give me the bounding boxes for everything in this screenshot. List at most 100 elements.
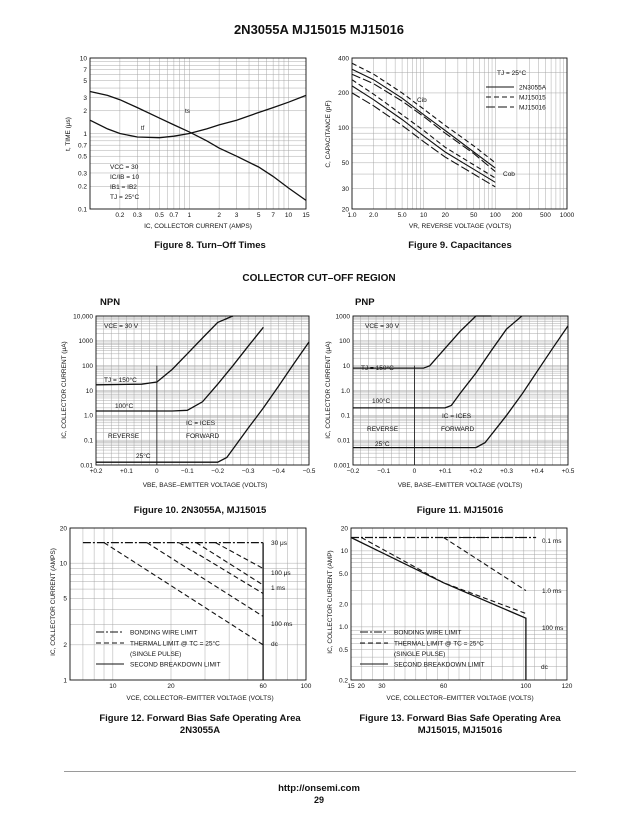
fig11-ices-annotation: IC = ICES — [442, 413, 472, 420]
fig9-xtick-label: 500 — [540, 212, 551, 219]
fig12-thermal-30s-line — [215, 542, 264, 569]
fig11-ytick-label: 0.01 — [337, 437, 350, 444]
fig8-ytick-label: 0.3 — [78, 170, 87, 177]
fig12-x-axis-label: VCE, COLLECTOR–EMITTER VOLTAGE (VOLTS) — [126, 695, 273, 702]
fig12-pulse-label: 100 ms — [271, 621, 293, 628]
fig9-Cob-mj15015-line — [351, 79, 496, 179]
fig8-xtick-label: 0.2 — [115, 212, 124, 219]
fig8-xtick-label: 0.3 — [133, 212, 142, 219]
figure-13-caption-line2: MJ15015, MJ15016 — [417, 725, 503, 736]
fig12-ytick-label: 20 — [60, 525, 68, 532]
fig8-grid — [89, 57, 306, 210]
fig13-pulse-label: 100 ms — [542, 625, 564, 632]
fig13-xtick-label: 15 — [347, 683, 355, 690]
fig13-xtick-label: 20 — [358, 683, 366, 690]
fig10-xtick-label: −0.1 — [181, 468, 194, 475]
fig11-x-axis-label: VBE, BASE–EMITTER VOLTAGE (VOLTS) — [398, 482, 523, 489]
fig13-grid — [350, 527, 568, 681]
fig8-ytick-label: 0.5 — [78, 154, 87, 161]
fig8-xtick-label: 3 — [235, 212, 239, 219]
fig11-xtick-label: +0.4 — [531, 468, 544, 475]
fig13-legend-single-pulse-label: (SINGLE PULSE) — [394, 651, 445, 658]
fig13-ytick-label: 10 — [341, 548, 349, 555]
fig11-ytick-label: 1.0 — [341, 388, 350, 395]
fig9-xtick-label: 1.0 — [347, 212, 356, 219]
figure-12-caption-line2: 2N3055A — [179, 725, 221, 736]
fig9-cib-label: Cib — [417, 97, 427, 104]
fig9-ytick-label: 200 — [338, 90, 349, 97]
page-title: 2N3055A MJ15015 MJ15016 — [233, 22, 405, 37]
fig8-series-ts-line — [89, 90, 307, 201]
fig10-xtick-label: 0 — [155, 468, 159, 475]
footer-rule — [64, 771, 576, 772]
fig12-thermal-1ms-line — [178, 542, 264, 594]
fig13-legend-thermal-label: THERMAL LIMIT @ TC = 25°C — [394, 640, 484, 648]
fig11-grid — [352, 315, 569, 466]
fig9-Cob-2n3055a-line — [351, 85, 496, 183]
fig9-ytick-label: 50 — [342, 160, 350, 167]
fig11-ytick-label: 100 — [339, 338, 350, 345]
fig8-xtick-label: 2 — [217, 212, 221, 219]
fig9-xtick-label: 20 — [442, 212, 450, 219]
fig12-grid — [69, 527, 307, 681]
fig9-legend-label-mj15015: MJ15015 — [519, 95, 546, 102]
fig8-ytick-label: 0.7 — [78, 142, 87, 149]
fig12-pulse-label: 30 μs — [271, 540, 288, 547]
fig9-plot-frame — [351, 57, 568, 210]
fig12-thermal-100ms-line — [146, 542, 264, 617]
figure-11-caption: Figure 11. MJ15016 — [416, 505, 504, 516]
fig8-xtick-label: 7 — [271, 212, 275, 219]
fig11-25c-curve — [353, 325, 569, 449]
fig11-ytick-label: 1000 — [336, 313, 351, 320]
fig9-xtick-label: 2.0 — [369, 212, 378, 219]
figure-9-caption: Figure 9. Capacitances — [408, 240, 512, 251]
fig13-xtick-label: 30 — [378, 683, 386, 690]
fig9-xtick-label: 100 — [490, 212, 501, 219]
fig12-plot-frame — [69, 527, 307, 681]
fig8-ytick-label: 2 — [83, 108, 87, 115]
fig12-xtick-label: 20 — [167, 683, 175, 690]
fig13-pulse-label: 1.0 ms — [542, 588, 562, 595]
fig9-xtick-label: 1000 — [560, 212, 575, 219]
fig13-plot-frame — [350, 527, 568, 681]
fig11-ytick-label: 0.1 — [341, 413, 350, 420]
fig12-legend-bonding-label: BONDING WIRE LIMIT — [130, 630, 198, 637]
fig12-xtick-label: 10 — [109, 683, 117, 690]
fig10-xtick-label: −0.3 — [242, 468, 255, 475]
fig10-forward-label: FORWARD — [186, 433, 220, 440]
fig9-ytick-label: 400 — [338, 55, 349, 62]
fig13-thermal-100ms-line — [361, 537, 527, 615]
fig10-xtick-label: −0.4 — [272, 468, 285, 475]
fig11-xtick-label: 0 — [413, 468, 417, 475]
fig11-xtick-label: +0.1 — [439, 468, 452, 475]
fig8-ytick-label: 0.1 — [78, 206, 87, 213]
fig13-second-line — [350, 536, 527, 680]
section-title: COLLECTOR CUT–OFF REGION — [242, 273, 396, 284]
fig10-100c-curve — [96, 326, 264, 412]
fig11-reverse-label: REVERSE — [367, 426, 399, 433]
pnp-label: PNP — [355, 297, 375, 308]
fig9-Cob-mj15016-line — [351, 92, 496, 188]
fig8-xtick-label: 10 — [285, 212, 293, 219]
fig13-xtick-label: 120 — [562, 683, 573, 690]
fig10-xtick-label: −0.5 — [303, 468, 316, 475]
figure-10-caption: Figure 10. 2N3055A, MJ15015 — [133, 505, 267, 516]
fig10-x-axis-label: VBE, BASE–EMITTER VOLTAGE (VOLTS) — [143, 482, 268, 489]
fig9-legend-title: TJ = 25°C — [497, 69, 526, 77]
fig8-ytick-label: 1 — [83, 131, 87, 138]
fig9-Cib-mj15016-line — [351, 73, 496, 173]
fig10-25c-annotation: 25°C — [136, 452, 151, 460]
fig9-cob-label: Cob — [503, 171, 515, 178]
fig12-thermal-100s-line — [195, 542, 264, 586]
fig12-ytick-label: 5 — [63, 596, 67, 603]
fig13-pulse-label: 0.1 ms — [542, 538, 562, 545]
fig8-plot-frame — [89, 57, 307, 210]
fig10-ytick-label: 0.1 — [84, 437, 93, 444]
fig10-tj150-annotation: TJ = 150°C — [104, 376, 137, 384]
fig9-ytick-label: 30 — [342, 186, 350, 193]
fig9-xtick-label: 50 — [470, 212, 478, 219]
fig11-xtick-label: −0.2 — [347, 468, 360, 475]
fig8-ts-label: ts — [185, 108, 191, 115]
fig9-legend-label-2n3055a: 2N3055A — [519, 85, 547, 92]
